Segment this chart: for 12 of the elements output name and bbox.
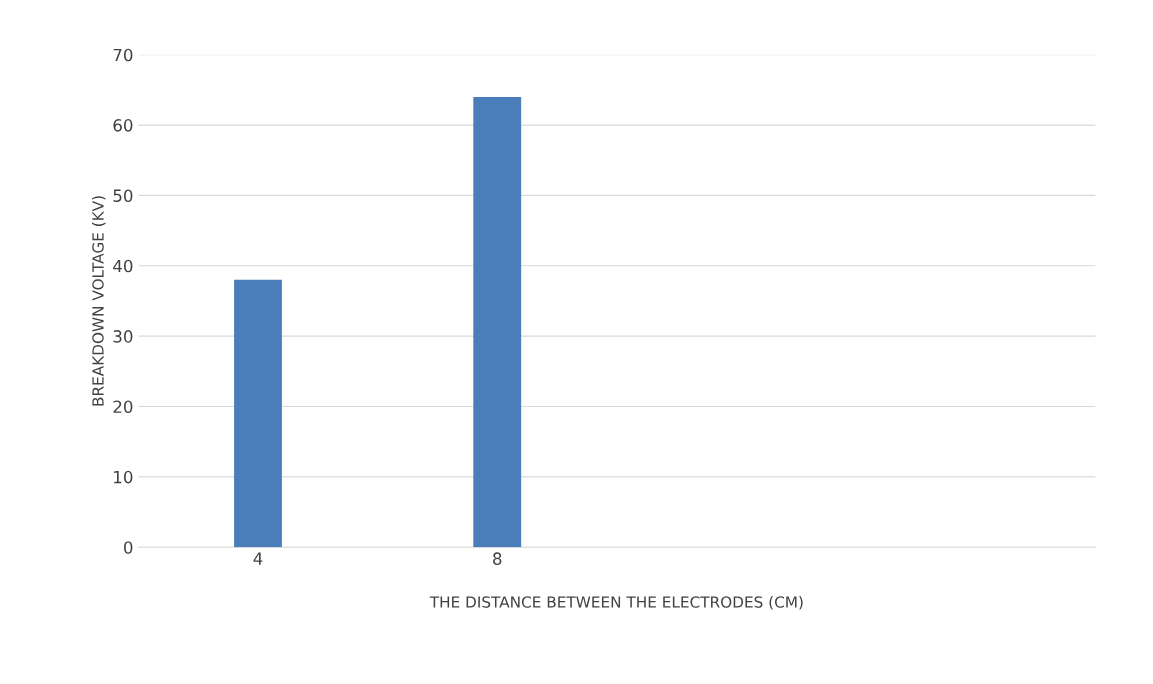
y-tick-label: 0 bbox=[123, 541, 133, 554]
x-tick-label: 4 bbox=[253, 552, 263, 565]
y-tick-label: 40 bbox=[113, 259, 133, 273]
y-tick-label: 60 bbox=[113, 119, 133, 132]
y-tick-label: 30 bbox=[113, 330, 133, 343]
x-axis-title: THE DISTANCE BETWEEN THE ELECTRODES (CM) bbox=[429, 595, 803, 610]
x-tick-label: 8 bbox=[493, 552, 502, 565]
y-tick-label: 70 bbox=[113, 48, 133, 62]
y-tick-label: 50 bbox=[113, 189, 133, 202]
y-tick-label: 10 bbox=[114, 470, 133, 484]
y-axis-title: BREAKDOWN VOLTAGE (KV) bbox=[91, 196, 106, 406]
y-tick-label: 20 bbox=[113, 400, 133, 414]
